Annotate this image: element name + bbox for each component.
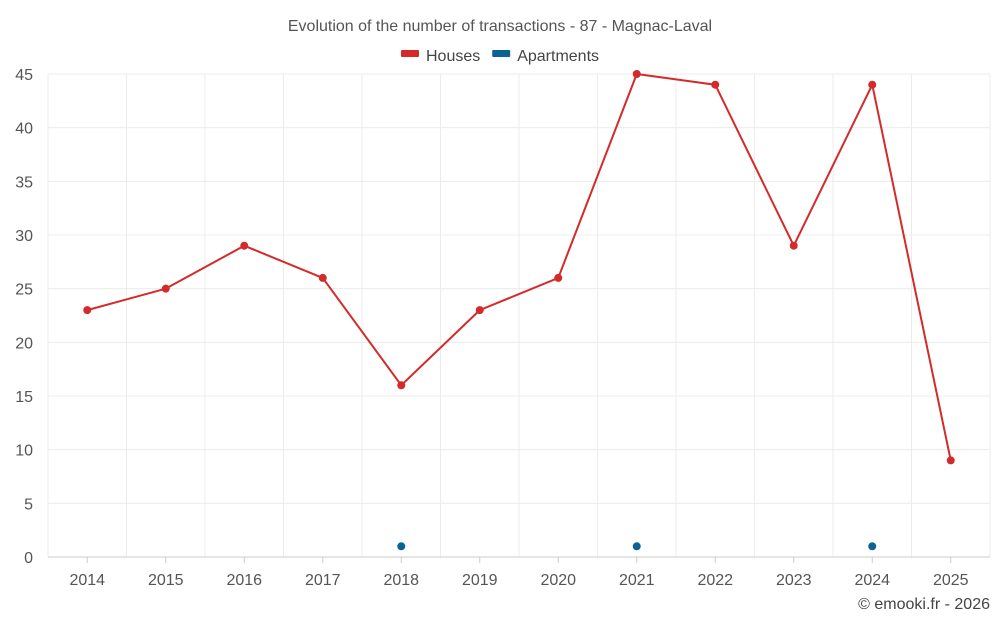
point-houses-2014[interactable]: [83, 306, 92, 315]
x-tick-label-2025: 2025: [933, 572, 969, 589]
y-tick-label-20: 20: [15, 335, 33, 352]
x-tick-label-2015: 2015: [148, 572, 184, 589]
point-houses-2023[interactable]: [789, 241, 798, 250]
point-houses-2020[interactable]: [554, 273, 563, 282]
y-tick-label-45: 45: [15, 67, 33, 84]
point-houses-2015[interactable]: [161, 284, 170, 293]
legend-item-houses[interactable]: Houses: [401, 48, 480, 65]
x-tick-label-2017: 2017: [305, 572, 341, 589]
y-axis-ticks: 0 5 10 15 20 25 30 35 40 45: [15, 67, 33, 567]
x-tick-label-2023: 2023: [776, 572, 812, 589]
point-apartments-2024[interactable]: [868, 542, 877, 551]
y-tick-label-0: 0: [24, 550, 33, 567]
point-houses-2016[interactable]: [240, 241, 249, 250]
credit-text: © emooki.fr - 2026: [858, 596, 990, 613]
x-tick-label-2014: 2014: [69, 572, 105, 589]
x-tick-label-2018: 2018: [383, 572, 419, 589]
point-houses-2018[interactable]: [397, 381, 406, 390]
series-houses: [83, 70, 955, 465]
legend-label-houses: Houses: [426, 48, 480, 65]
chart-title: Evolution of the number of transactions …: [288, 18, 712, 35]
legend-swatch-houses: [401, 50, 419, 57]
legend-item-apartments[interactable]: Apartments: [492, 48, 599, 65]
y-tick-label-5: 5: [24, 496, 33, 513]
point-houses-2024[interactable]: [868, 80, 877, 89]
point-houses-2017[interactable]: [318, 273, 327, 282]
y-tick-label-25: 25: [15, 282, 33, 299]
x-tick-label-2021: 2021: [619, 572, 655, 589]
x-gridlines: [47, 74, 991, 557]
point-houses-2022[interactable]: [711, 80, 720, 89]
point-houses-2019[interactable]: [475, 306, 484, 315]
series-apartments: [397, 542, 877, 551]
x-axis-ticks: 2014 2015 2016 2017 2018 2019 2020 2021 2022 2023…: [69, 557, 969, 589]
series-group: [83, 70, 955, 551]
point-apartments-2021[interactable]: [632, 542, 641, 551]
point-houses-2025[interactable]: [946, 456, 955, 465]
x-tick-label-2024: 2024: [854, 572, 890, 589]
x-tick-label-2020: 2020: [540, 572, 576, 589]
point-houses-2021[interactable]: [632, 70, 641, 78]
y-tick-label-40: 40: [15, 121, 33, 138]
y-tick-label-15: 15: [15, 389, 33, 406]
legend-label-apartments: Apartments: [517, 48, 599, 65]
y-gridlines: [48, 73, 990, 558]
legend-swatch-apartments: [492, 50, 511, 57]
legend: Houses Apartments: [401, 48, 599, 65]
x-tick-label-2016: 2016: [226, 572, 262, 589]
y-tick-label-35: 35: [15, 174, 33, 191]
y-tick-label-30: 30: [15, 228, 33, 245]
y-tick-label-10: 10: [15, 443, 33, 460]
point-apartments-2018[interactable]: [397, 542, 406, 551]
line-houses: [86, 73, 952, 461]
x-tick-label-2022: 2022: [697, 572, 733, 589]
x-tick-label-2019: 2019: [462, 572, 498, 589]
